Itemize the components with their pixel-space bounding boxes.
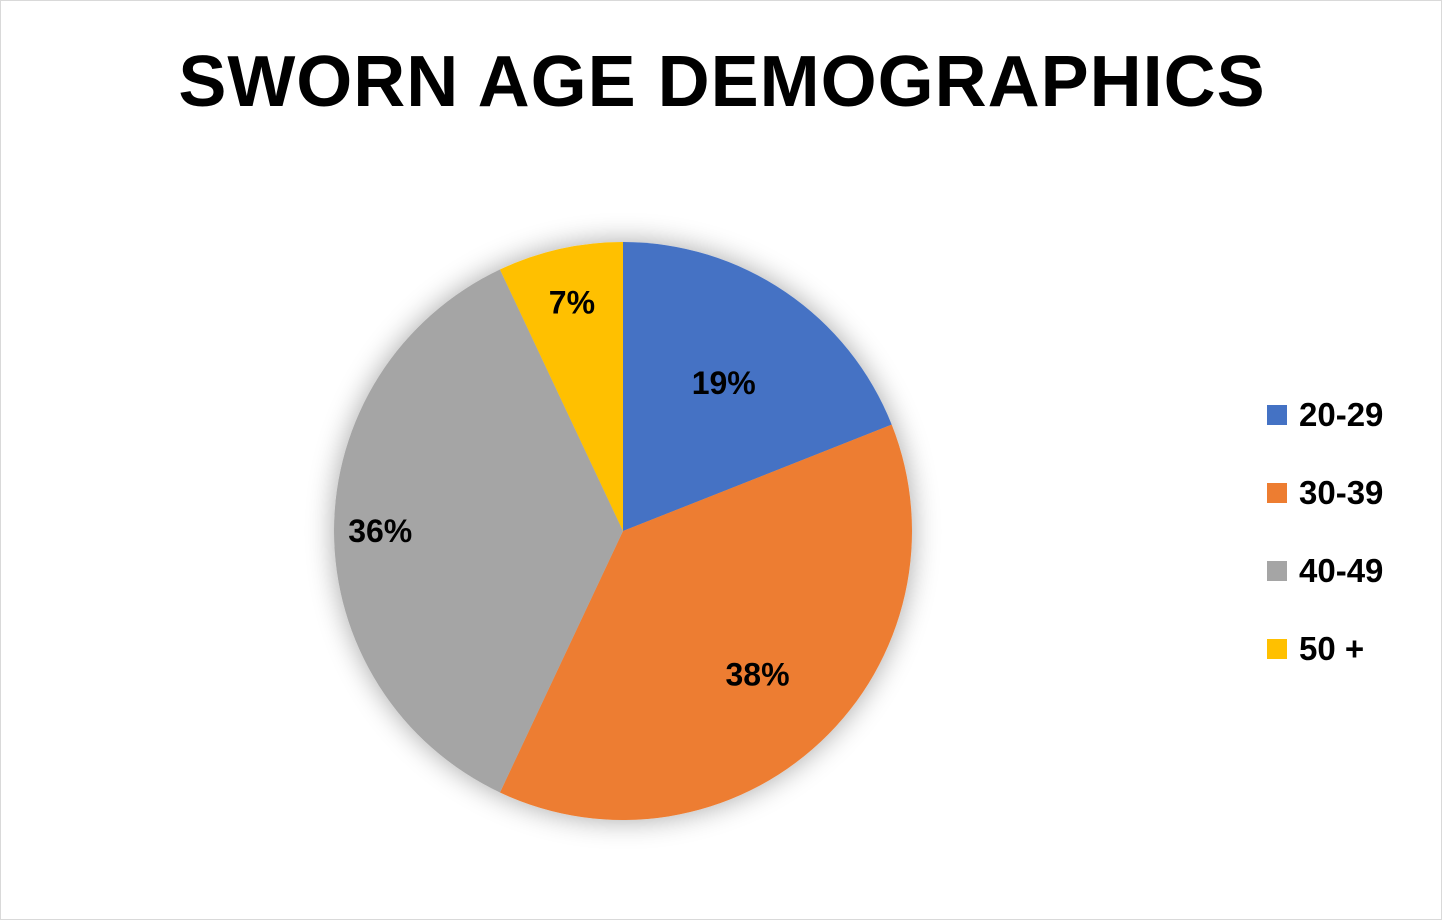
legend-item-40-49: 40-49 <box>1267 551 1383 591</box>
legend-item-30-39: 30-39 <box>1267 473 1383 513</box>
legend-label: 50 + <box>1299 630 1365 667</box>
legend-swatch <box>1267 639 1287 659</box>
pie-slice-30-39 <box>499 424 912 820</box>
data-label: 19% <box>692 365 756 401</box>
legend-swatch <box>1267 561 1287 581</box>
chart-title: SWORN AGE DEMOGRAPHICS <box>178 42 1266 122</box>
data-label: 38% <box>726 656 790 692</box>
data-label: 36% <box>348 513 412 549</box>
pie-slice-20-29 <box>623 242 892 531</box>
legend-item-50-plus: 50 + <box>1267 629 1383 669</box>
legend: 20-29 30-39 40-49 50 + <box>1267 395 1383 707</box>
legend-label: 20-29 <box>1299 396 1384 433</box>
pie-slice-50 <box>499 242 623 531</box>
legend-swatch <box>1267 483 1287 503</box>
data-label: 7% <box>549 285 595 321</box>
pie-slice-40-49 <box>334 269 623 793</box>
legend-label: 40-49 <box>1299 552 1384 589</box>
legend-swatch <box>1267 405 1287 425</box>
legend-label: 30-39 <box>1299 474 1384 511</box>
legend-item-20-29: 20-29 <box>1267 395 1383 435</box>
